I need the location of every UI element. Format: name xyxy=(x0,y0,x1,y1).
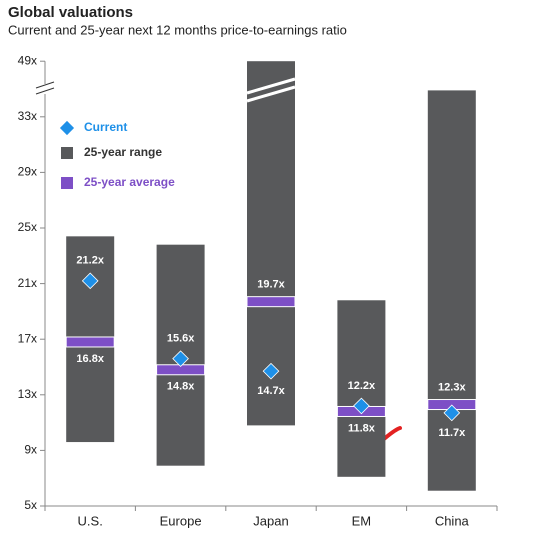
y-tick-label: 49x xyxy=(18,53,37,67)
current-label: 15.6x xyxy=(167,333,195,345)
axis-break xyxy=(35,87,55,95)
x-tick-label: China xyxy=(435,513,470,528)
current-label: 11.7x xyxy=(438,427,466,439)
y-tick-label: 17x xyxy=(18,331,37,345)
average-label: 12.3x xyxy=(438,381,466,393)
current-marker xyxy=(353,397,370,415)
current-marker xyxy=(443,404,461,422)
current-label: 21.2x xyxy=(76,255,104,267)
legend-label: Current xyxy=(84,120,127,134)
x-tick-label: Japan xyxy=(253,513,288,528)
y-tick-label: 29x xyxy=(18,165,37,179)
current-label: 12.2x xyxy=(348,380,376,392)
y-tick-label: 9x xyxy=(24,443,37,457)
x-tick-label: EM xyxy=(352,513,372,528)
legend-label: 25-year range xyxy=(84,145,162,159)
axis-break xyxy=(35,81,55,89)
x-tick-label: U.S. xyxy=(78,513,103,528)
average-label: 19.7x xyxy=(257,279,285,291)
average-line xyxy=(65,336,115,348)
range-bar xyxy=(337,300,386,477)
legend-swatch xyxy=(59,120,75,136)
y-tick-label: 33x xyxy=(18,109,37,123)
range-bar xyxy=(427,90,476,491)
y-tick-label: 5x xyxy=(24,498,37,512)
y-tick-label: 13x xyxy=(18,387,37,401)
legend-swatch xyxy=(61,177,73,189)
legend-swatch xyxy=(61,147,73,159)
average-label: 11.8x xyxy=(348,422,376,434)
average-label: 16.8x xyxy=(76,353,104,365)
bar-break xyxy=(246,77,296,95)
current-label: 14.7x xyxy=(257,385,285,397)
current-marker xyxy=(81,272,99,290)
average-label: 14.8x xyxy=(167,381,195,393)
axis-break-gap xyxy=(37,84,53,94)
y-tick-label: 21x xyxy=(18,276,37,290)
legend-label: 25-year average xyxy=(84,175,175,189)
current-marker xyxy=(262,362,280,380)
x-tick-label: Europe xyxy=(160,513,202,528)
bar-break xyxy=(246,85,296,103)
chart-subtitle: Current and 25-year next 12 months price… xyxy=(8,22,347,37)
average-line xyxy=(246,296,296,308)
chart-title: Global valuations xyxy=(8,4,133,21)
y-tick-label: 25x xyxy=(18,220,37,234)
current-marker xyxy=(172,350,189,368)
